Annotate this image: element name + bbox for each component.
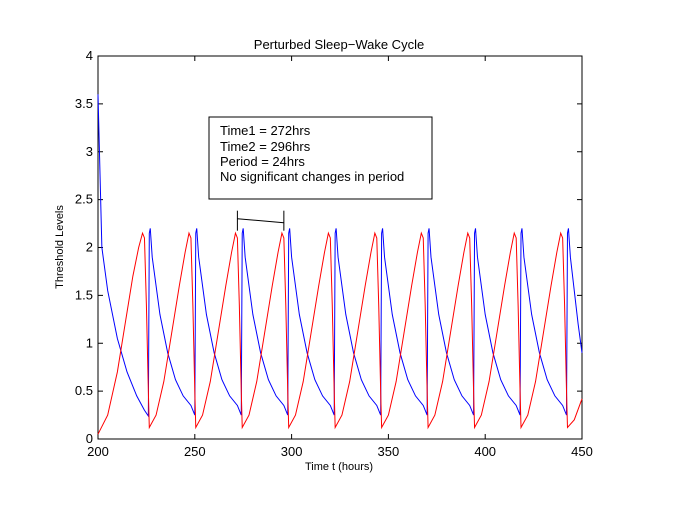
bracket-span (237, 218, 284, 224)
x-axis: 200 250 300 350 400 450 (87, 56, 593, 459)
y-tick-label: 3 (86, 144, 93, 159)
period-bracket (236, 210, 285, 231)
annotation-line-note: No significant changes in period (220, 169, 404, 184)
x-tick-label: 300 (281, 444, 303, 459)
y-tick-label: 2 (86, 240, 93, 255)
x-tick-label: 450 (571, 444, 593, 459)
series-line-red (97, 231, 583, 435)
x-tick-label: 200 (87, 444, 109, 459)
annotation-frame (208, 116, 433, 200)
x-tick-label: 400 (474, 444, 496, 459)
y-tick-label: 1 (86, 335, 93, 350)
y-tick-label: 4 (86, 48, 93, 63)
x-tick-label: 250 (184, 444, 206, 459)
annotation-line-time1: Time1 = 272hrs (220, 123, 311, 138)
x-tick-label: 350 (378, 444, 400, 459)
y-axis-label: Threshold Levels (54, 205, 66, 289)
y-tick-label: 1.5 (75, 287, 93, 302)
y-tick-label: 0.5 (75, 383, 93, 398)
y-axis: 0 0.5 1 1.5 2 2.5 3 3.5 4 (75, 48, 582, 446)
y-tick-label: 2.5 (75, 192, 93, 207)
series-line-blue (97, 94, 583, 418)
y-tick-label: 0 (86, 431, 93, 446)
y-tick-label: 3.5 (75, 96, 93, 111)
annotation-line-period: Period = 24hrs (220, 154, 305, 169)
annotation-box: Time1 = 272hrs Time2 = 296hrs Period = 2… (208, 116, 433, 200)
annotation-line-time2: Time2 = 296hrs (220, 139, 311, 154)
x-axis-label: Time t (hours) (305, 461, 373, 473)
chart-title: Perturbed Sleep−Wake Cycle (254, 37, 424, 52)
plot-frame (97, 55, 583, 440)
series-group (97, 94, 583, 435)
